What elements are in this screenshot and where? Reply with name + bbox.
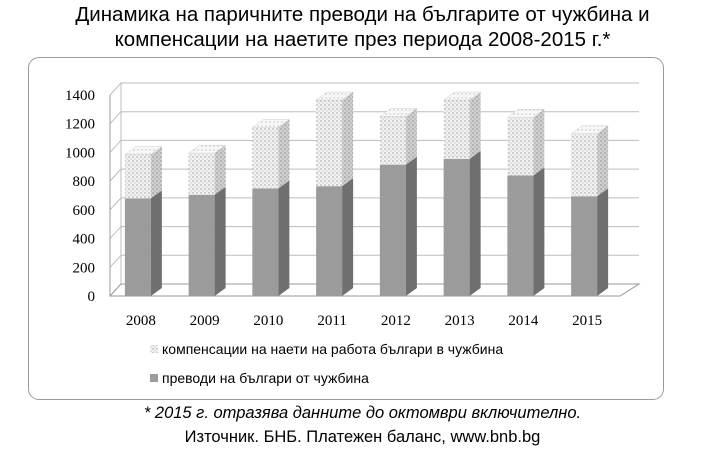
gridline-connector [109, 111, 122, 125]
x-tick-label: 2012 [381, 313, 411, 329]
y-tick-label: 800 [73, 174, 96, 190]
bar-compensations [124, 154, 151, 199]
gridline-connector [109, 140, 122, 153]
y-tick-label: 0 [88, 289, 96, 305]
bar-compensations [252, 127, 279, 189]
bar-top-cap [315, 91, 354, 101]
bar-transfers-side [533, 167, 545, 296]
source-note: Източник. БНБ. Платежен баланс, www.bnb.… [184, 428, 541, 446]
x-axis-ticks: 2008 2009 2010 2011 2012 2013 2014 2015 [126, 313, 602, 329]
legend-swatch [150, 374, 158, 382]
x-tick-label: 2013 [445, 313, 475, 329]
x-tick-label: 2010 [253, 313, 283, 329]
gridline-connector [109, 197, 122, 211]
bar-transfers [316, 186, 343, 296]
bar-compensations [379, 116, 406, 165]
legend: компенсации на наети на работа българи в… [150, 341, 503, 386]
bar-compensations [316, 100, 343, 187]
bar-transfers [124, 198, 151, 296]
footnote: * 2015 г. отразява данните до октомври в… [143, 404, 582, 422]
bar-compensations [507, 117, 534, 176]
bar-transfers-side [342, 178, 354, 296]
y-tick-label: 1000 [65, 145, 95, 161]
bar-transfers-side [469, 150, 481, 296]
bar-compensations [188, 153, 215, 195]
bar-transfers-side [150, 190, 162, 296]
bar-transfers [507, 175, 534, 296]
bar-compensations-side [405, 108, 417, 165]
bar-compensations-side [278, 119, 290, 189]
x-tick-label: 2009 [190, 313, 220, 329]
bar-transfers [571, 196, 598, 296]
chart-title: Динамика на паричните преводи на българи… [0, 2, 725, 52]
bar-transfers [252, 188, 279, 296]
chart-title-line-2: компенсации на наетите през периода 2008… [114, 28, 611, 51]
bars [124, 91, 609, 296]
gridline-connector [109, 226, 122, 239]
bar-compensations-side [597, 125, 609, 197]
bar-compensations [571, 133, 598, 197]
y-tick-label: 200 [73, 260, 96, 276]
legend-item-compensations: компенсации на наети на работа българи в… [162, 341, 503, 357]
bar-transfers-side [597, 188, 609, 296]
bar-top-cap [570, 125, 609, 135]
bar-compensations-side [533, 109, 545, 176]
legend-swatch [150, 345, 158, 353]
gridline-connector [109, 82, 122, 96]
bar-transfers [443, 158, 470, 296]
x-tick-label: 2008 [126, 313, 156, 329]
x-tick-label: 2015 [572, 313, 602, 329]
bar-top-cap [506, 109, 546, 118]
bar-compensations [443, 100, 470, 159]
legend-item-transfers: преводи на българи от чужбина [162, 370, 369, 386]
gridline-connector [109, 254, 122, 268]
chart-title-line-1: Динамика на паричните преводи на българи… [75, 3, 650, 26]
bar-transfers-side [405, 156, 417, 296]
bar-transfers [188, 194, 215, 296]
bar-compensations-side [342, 92, 354, 187]
y-tick-label: 1400 [65, 88, 95, 104]
x-tick-label: 2014 [508, 313, 539, 329]
bar-compensations-side [469, 92, 481, 159]
bar-top-cap [251, 119, 291, 128]
bar-top-cap [187, 144, 227, 154]
bar-compensations-side [150, 146, 162, 199]
bar-top-cap [124, 146, 163, 155]
bar-top-cap [379, 108, 418, 117]
y-axis-ticks: 0 200 400 600 800 1000 1200 1400 [65, 88, 95, 305]
y-tick-label: 600 [73, 203, 96, 219]
y-tick-label: 400 [73, 232, 96, 248]
bar-compensations-side [214, 145, 226, 195]
x-tick-label: 2011 [317, 313, 346, 329]
bar-transfers-side [278, 180, 290, 296]
bar-transfers-side [214, 186, 226, 296]
y-tick-label: 1200 [65, 117, 95, 133]
bar-transfers [379, 164, 406, 296]
bar-top-cap [442, 91, 482, 101]
gridline-connector [109, 168, 122, 182]
